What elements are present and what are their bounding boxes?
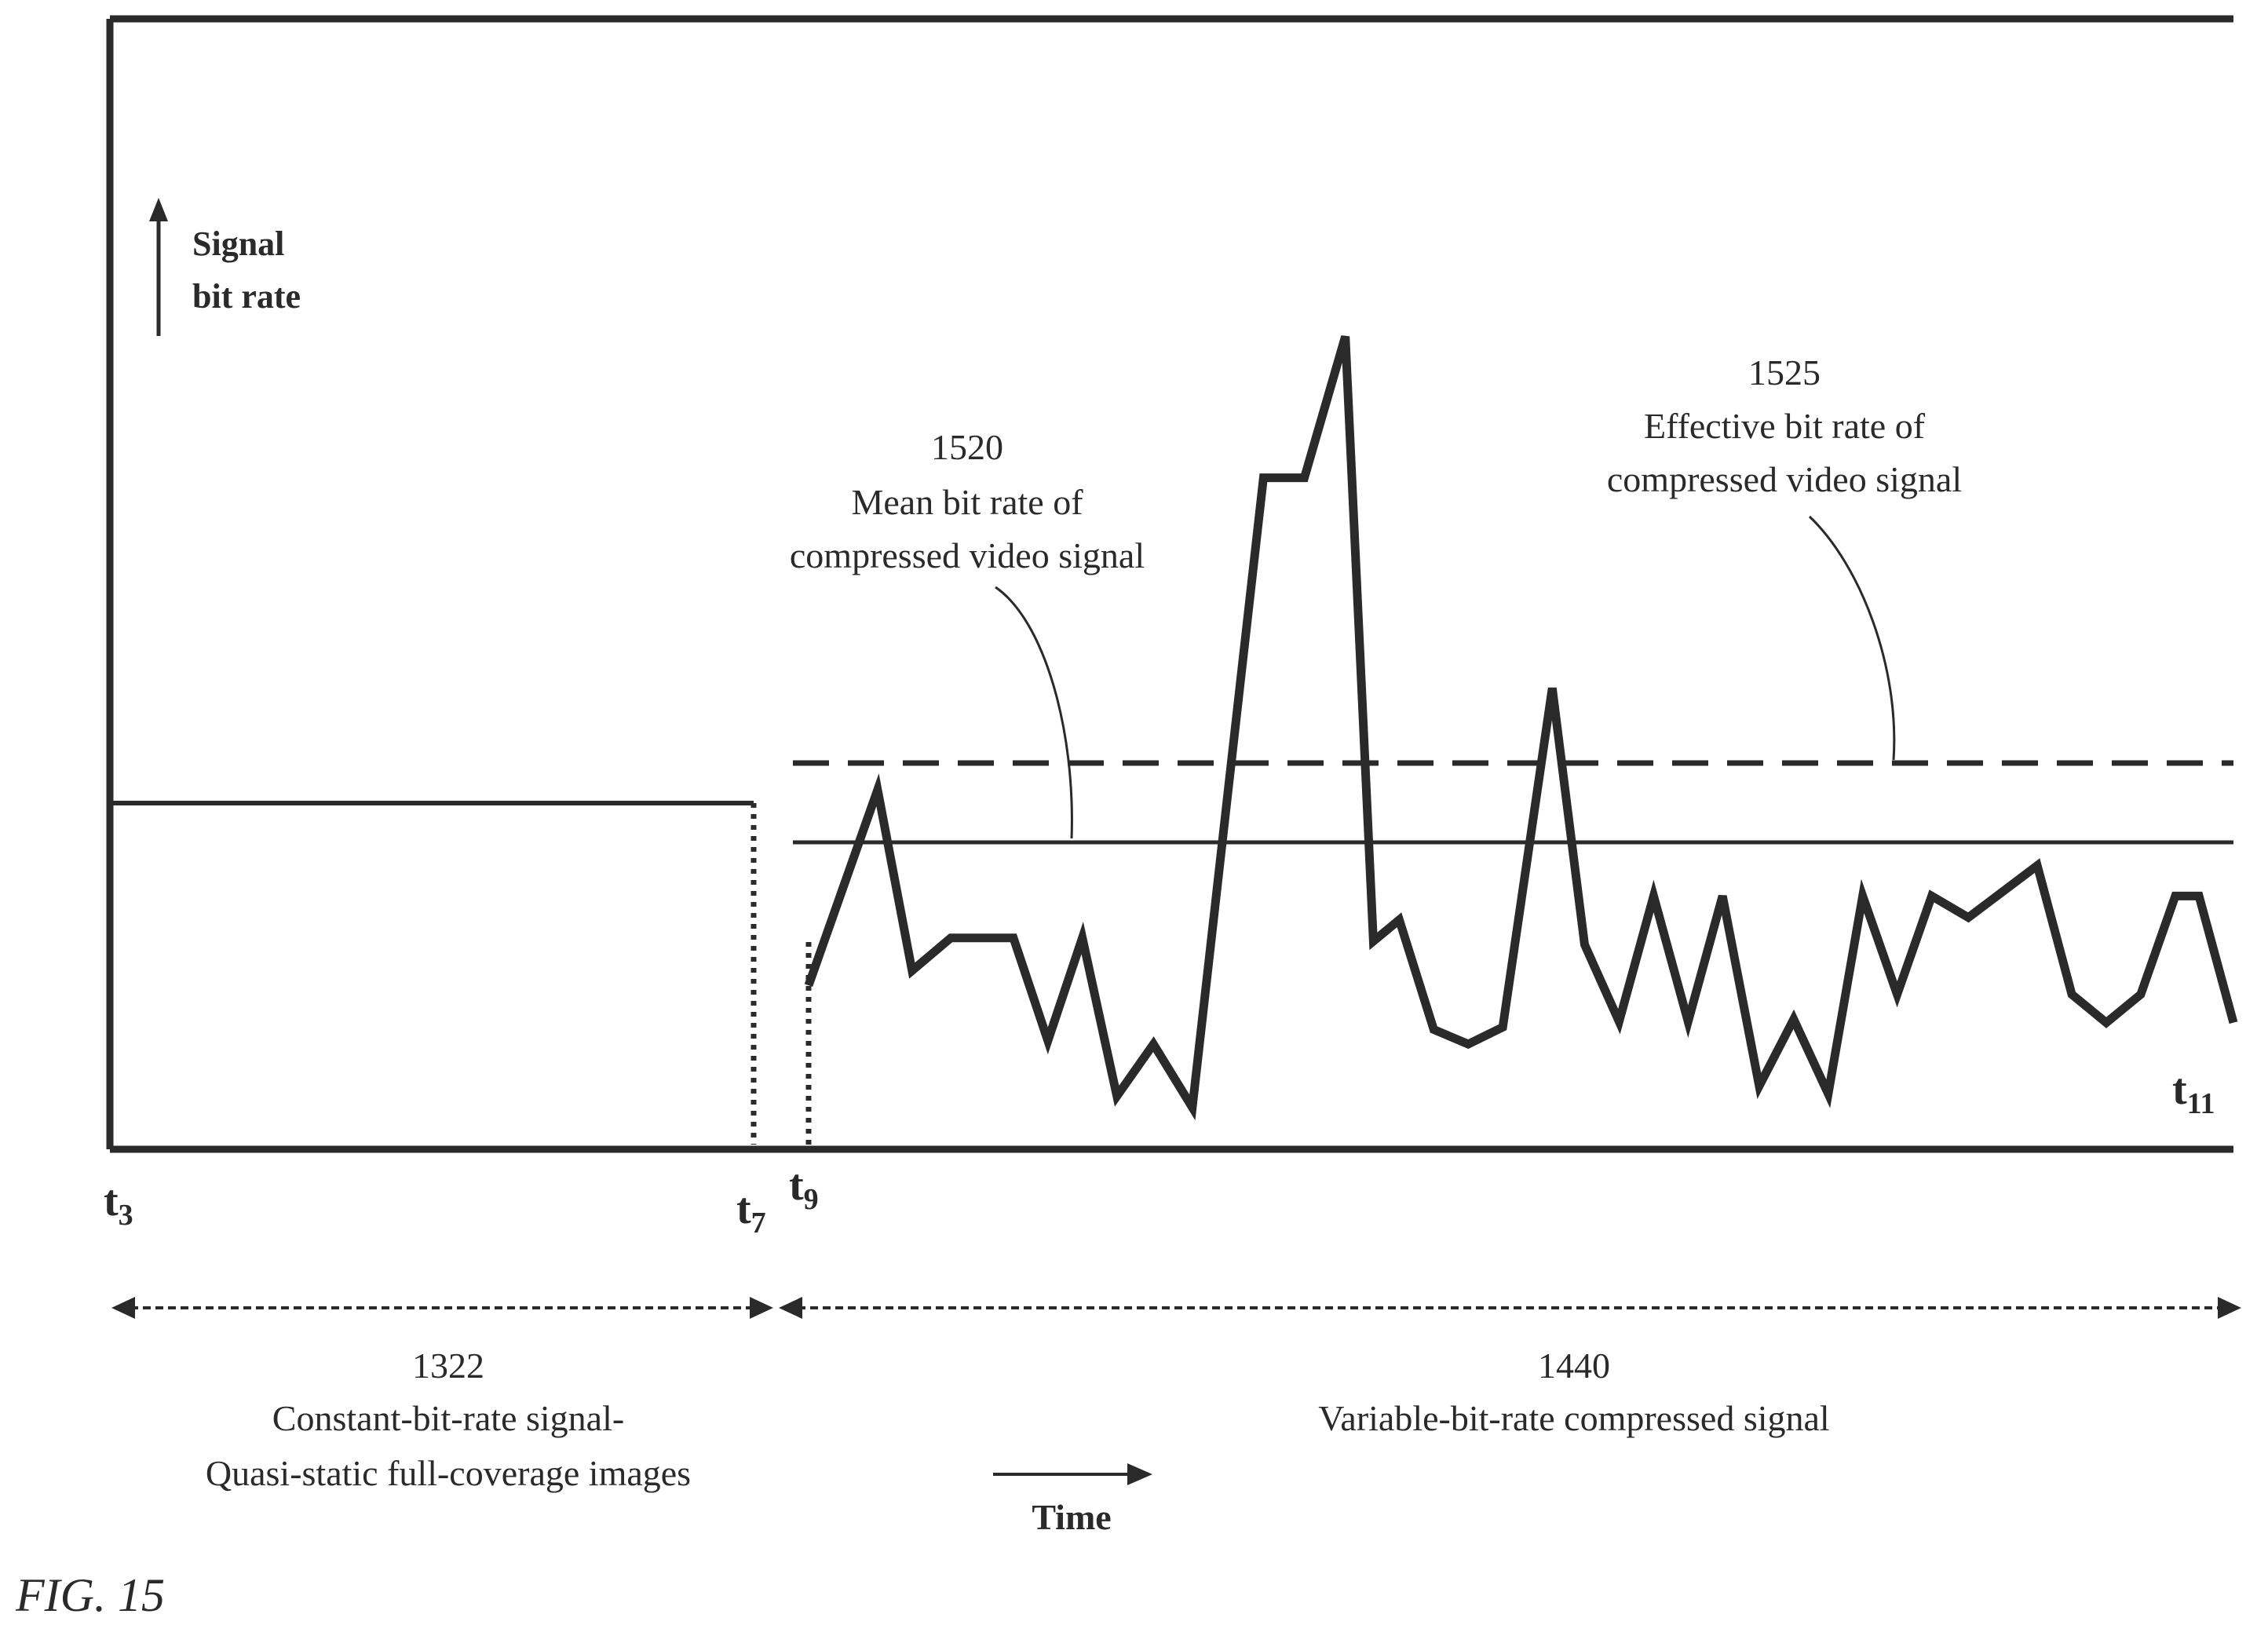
callout-mean-line1: Mean bit rate of <box>851 482 1083 522</box>
svg-text:t9: t9 <box>789 1161 819 1216</box>
svg-text:t3: t3 <box>104 1177 133 1232</box>
time-label-t11: t11 <box>2172 1065 2215 1120</box>
callout-effective-leader <box>1808 515 1896 761</box>
svg-text:t11: t11 <box>2172 1065 2215 1120</box>
span-left-ref: 1322 <box>412 1346 484 1386</box>
time-label-t3: t3 <box>104 1177 133 1232</box>
span-left-label: 1322 Constant-bit-rate signal- Quasi-sta… <box>206 1346 691 1493</box>
span-left-line2: Quasi-static full-coverage images <box>206 1453 691 1493</box>
time-arrow-label: Time <box>1032 1497 1111 1537</box>
callout-effective-line2: compressed video signal <box>1607 459 1962 499</box>
svg-text:t7: t7 <box>736 1185 766 1240</box>
y-axis-label-line1: Signal <box>192 225 284 263</box>
t3-base: t <box>104 1177 119 1225</box>
time-arrow: Time <box>993 1463 1152 1537</box>
span-right-label: 1440 Variable-bit-rate compressed signal <box>1318 1346 1829 1438</box>
time-arrowhead-icon <box>1127 1463 1152 1485</box>
y-axis-label-group: Signal bit rate <box>149 198 301 336</box>
span-right-line1: Variable-bit-rate compressed signal <box>1318 1398 1829 1438</box>
callout-effective-ref: 1525 <box>1748 352 1821 393</box>
t9-subscript: 9 <box>804 1183 819 1216</box>
t7-subscript: 7 <box>751 1207 766 1240</box>
span-right-end-arrowhead-icon <box>2218 1297 2241 1319</box>
span-arrows <box>111 1297 2241 1319</box>
callout-mean-leader <box>995 586 1073 839</box>
y-axis-arrowhead-icon <box>149 198 168 221</box>
t7-base: t <box>736 1185 751 1233</box>
time-label-t9: t9 <box>789 1161 819 1216</box>
span-left-line1: Constant-bit-rate signal- <box>272 1398 624 1438</box>
span-left-start-arrowhead-icon <box>111 1297 135 1319</box>
t9-base: t <box>789 1161 804 1210</box>
plot-frame <box>106 15 2233 1153</box>
callout-effective: 1525 Effective bit rate of compressed vi… <box>1607 352 1962 761</box>
callout-effective-line1: Effective bit rate of <box>1644 406 1926 446</box>
callout-mean-ref: 1520 <box>931 427 1003 467</box>
span-left-end-arrowhead-icon <box>750 1297 773 1319</box>
callout-mean-line2: compressed video signal <box>790 535 1145 575</box>
time-label-t7: t7 <box>736 1185 766 1240</box>
callout-mean: 1520 Mean bit rate of compressed video s… <box>790 427 1145 839</box>
t11-subscript: 11 <box>2187 1087 2215 1120</box>
t11-base: t <box>2172 1065 2187 1114</box>
variable-bit-rate-signal <box>804 335 2238 1121</box>
t3-subscript: 3 <box>119 1199 133 1232</box>
span-right-start-arrowhead-icon <box>779 1297 802 1319</box>
y-axis-label-line2: bit rate <box>192 277 301 316</box>
figure-label: FIG. 15 <box>15 1569 165 1621</box>
span-right-ref: 1440 <box>1538 1346 1610 1386</box>
